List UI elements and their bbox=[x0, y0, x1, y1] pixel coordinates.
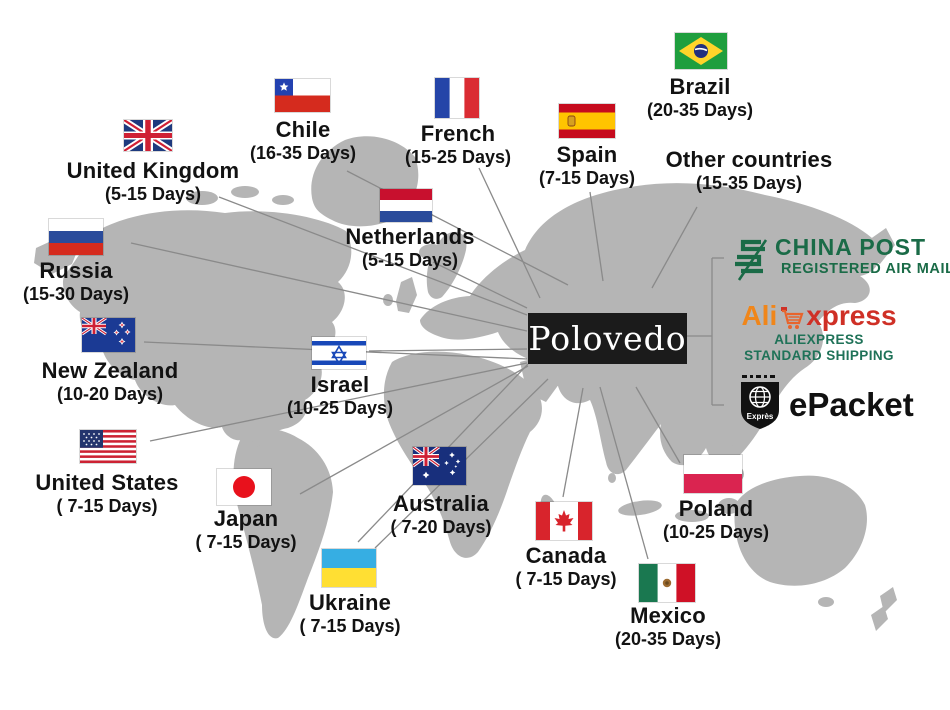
country-name: Israel bbox=[310, 372, 370, 397]
israel-flag-icon bbox=[312, 337, 366, 369]
aliexpress-subtitle-1: ALIEXPRESS bbox=[774, 332, 864, 347]
country-name: Japan bbox=[213, 506, 279, 531]
country-days: (7-15 Days) bbox=[538, 168, 636, 189]
country-name: Spain bbox=[556, 142, 618, 167]
country-days: (10-20 Days) bbox=[56, 384, 164, 405]
country-days: (5-15 Days) bbox=[104, 184, 202, 205]
country-days: ( 7-15 Days) bbox=[299, 616, 401, 637]
seller-name-box: Polovedo bbox=[528, 313, 687, 364]
canada-flag-icon bbox=[536, 502, 592, 540]
epacket-shield-text: Exprès bbox=[747, 412, 774, 421]
aliexpress-word-start: Ali bbox=[741, 300, 778, 331]
country-days: (10-25 Days) bbox=[286, 398, 394, 419]
country-name: Chile bbox=[275, 117, 331, 142]
country-days: ( 7-15 Days) bbox=[56, 496, 158, 517]
china-post-logo: CHINA POST REGISTERED AIR MAIL bbox=[731, 234, 950, 284]
country-days: (5-15 Days) bbox=[361, 250, 459, 271]
country-name: New Zealand bbox=[41, 358, 179, 383]
country-name: Australia bbox=[393, 491, 489, 516]
country-name: Other countries bbox=[665, 147, 833, 172]
poland-flag-icon bbox=[684, 455, 742, 493]
epacket-shield-icon: Exprès bbox=[741, 375, 779, 429]
country-name: United Kingdom bbox=[66, 158, 240, 183]
mexico-flag-icon bbox=[639, 564, 695, 602]
country-name: Russia bbox=[39, 258, 113, 283]
china-post-title: CHINA POST bbox=[775, 234, 926, 260]
aliexpress-subtitle-2: STANDARD SHIPPING bbox=[744, 347, 894, 363]
country-name: United States bbox=[35, 470, 179, 495]
japan-flag-icon bbox=[217, 469, 271, 505]
country-days: (15-30 Days) bbox=[22, 284, 130, 305]
aliexpress-word-end: xpress bbox=[806, 300, 897, 331]
country-days: (20-35 Days) bbox=[614, 629, 722, 650]
epacket-label: ePacket bbox=[789, 386, 914, 423]
seller-name: Polovedo bbox=[528, 319, 687, 358]
country-days: ( 7-15 Days) bbox=[195, 532, 297, 553]
australia-flag-icon bbox=[413, 447, 466, 485]
country-name: Poland bbox=[678, 496, 754, 521]
aliexpress-cart-icon bbox=[781, 307, 804, 329]
country-name: Mexico bbox=[630, 603, 706, 628]
ukraine-flag-icon bbox=[322, 549, 376, 587]
country-days: (10-25 Days) bbox=[662, 522, 770, 543]
france-flag-icon bbox=[435, 78, 479, 118]
country-days: (15-35 Days) bbox=[695, 173, 803, 194]
us-flag-icon bbox=[80, 430, 136, 463]
uk-flag-icon bbox=[124, 120, 172, 151]
russia-flag-icon bbox=[49, 219, 103, 255]
epacket-logo: Exprès ePacket bbox=[739, 374, 914, 430]
aliexpress-logo: Ali xpress ALIEXPRESS STANDARD SHIPPING bbox=[739, 300, 899, 363]
country-name: Canada bbox=[525, 543, 607, 568]
country-days: ( 7-15 Days) bbox=[515, 569, 617, 590]
country-days: ( 7-20 Days) bbox=[390, 517, 492, 538]
country-days: (16-35 Days) bbox=[249, 143, 357, 164]
country-name: Brazil bbox=[669, 74, 731, 99]
country-name: Ukraine bbox=[308, 590, 392, 615]
china-post-emblem-icon bbox=[735, 239, 768, 281]
new-zealand-flag-icon bbox=[82, 318, 135, 352]
country-days: (15-25 Days) bbox=[404, 147, 512, 168]
country-name: Netherlands bbox=[345, 224, 475, 249]
brazil-flag-icon bbox=[675, 33, 727, 69]
china-post-subtitle: REGISTERED AIR MAIL bbox=[781, 261, 950, 277]
country-days: (20-35 Days) bbox=[646, 100, 754, 121]
netherlands-flag-icon bbox=[380, 189, 432, 222]
country-name: French bbox=[420, 121, 496, 146]
spain-flag-icon bbox=[559, 104, 615, 138]
chile-flag-icon bbox=[275, 79, 330, 112]
